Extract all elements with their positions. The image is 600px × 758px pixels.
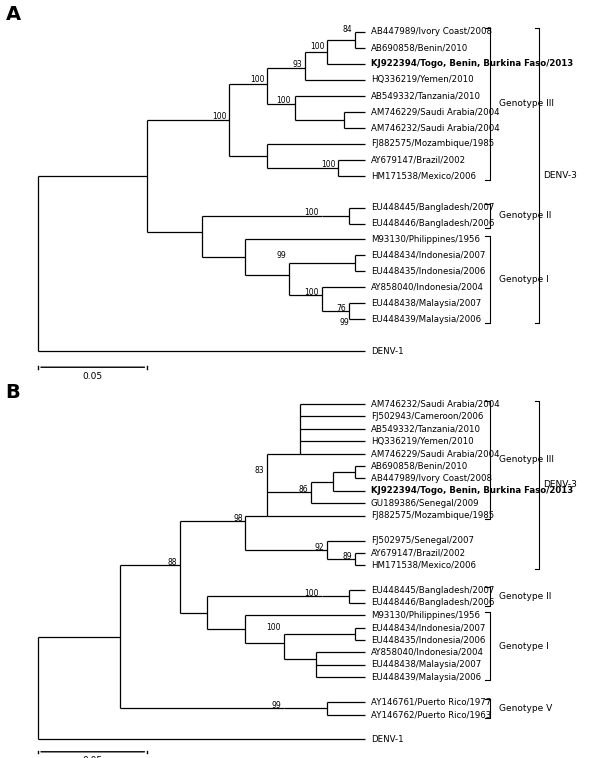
Text: GU189386/Senegal/2009: GU189386/Senegal/2009 [371,499,479,508]
Text: Genotype III: Genotype III [499,456,554,464]
Text: 100: 100 [321,160,335,169]
Text: EU448435/Indonesia/2006: EU448435/Indonesia/2006 [371,635,485,644]
Text: 100: 100 [276,96,291,105]
Text: 89: 89 [342,552,352,561]
Text: 100: 100 [250,75,265,84]
Text: DENV-3: DENV-3 [543,480,577,489]
Text: 84: 84 [342,25,352,34]
Text: AB549332/Tanzania/2010: AB549332/Tanzania/2010 [371,424,481,434]
Text: DENV-1: DENV-1 [371,735,404,744]
Text: Genotype II: Genotype II [499,211,551,220]
Text: M93130/Philippines/1956: M93130/Philippines/1956 [371,235,480,244]
Text: 99: 99 [271,701,281,710]
Text: 83: 83 [255,466,265,475]
Text: AY146762/Puerto Rico/1963: AY146762/Puerto Rico/1963 [371,710,491,719]
Text: FJ502943/Cameroon/2006: FJ502943/Cameroon/2006 [371,412,483,421]
Text: AY679147/Brazil/2002: AY679147/Brazil/2002 [371,549,466,557]
Text: 99: 99 [277,251,286,260]
Text: Genotype I: Genotype I [499,275,549,284]
Text: 0.05: 0.05 [83,756,103,758]
Text: FJ502975/Senegal/2007: FJ502975/Senegal/2007 [371,536,474,545]
Text: 100: 100 [212,112,226,121]
Text: 93: 93 [293,60,303,69]
Text: HM171538/Mexico/2006: HM171538/Mexico/2006 [371,561,476,570]
Text: Genotype I: Genotype I [499,642,549,650]
Text: FJ882575/Mozambique/1985: FJ882575/Mozambique/1985 [371,511,494,520]
Text: Genotype II: Genotype II [499,592,551,601]
Text: EU448446/Bangladesh/2006: EU448446/Bangladesh/2006 [371,219,494,228]
Text: 100: 100 [305,288,319,296]
Text: HQ336219/Yemen/2010: HQ336219/Yemen/2010 [371,75,473,84]
Text: 99: 99 [340,318,349,327]
Text: DENV-1: DENV-1 [371,346,404,356]
Text: EU448439/Malaysia/2006: EU448439/Malaysia/2006 [371,673,481,681]
Text: AB447989/Ivory Coast/2008: AB447989/Ivory Coast/2008 [371,474,492,483]
Text: 100: 100 [310,42,325,51]
Text: 0.05: 0.05 [83,372,103,381]
Text: EU448439/Malaysia/2006: EU448439/Malaysia/2006 [371,315,481,324]
Text: AY679147/Brazil/2002: AY679147/Brazil/2002 [371,155,466,164]
Text: 100: 100 [305,208,319,217]
Text: AM746229/Saudi Arabia/2004: AM746229/Saudi Arabia/2004 [371,449,500,458]
Text: AB690858/Benin/2010: AB690858/Benin/2010 [371,43,468,52]
Text: AY858040/Indonesia/2004: AY858040/Indonesia/2004 [371,648,484,657]
Text: HQ336219/Yemen/2010: HQ336219/Yemen/2010 [371,437,473,446]
Text: AB447989/Ivory Coast/2008: AB447989/Ivory Coast/2008 [371,27,492,36]
Text: EU448438/Malaysia/2007: EU448438/Malaysia/2007 [371,660,481,669]
Text: Genotype III: Genotype III [499,99,554,108]
Text: 88: 88 [168,559,177,568]
Text: KJ922394/Togo, Benin, Burkina Faso/2013: KJ922394/Togo, Benin, Burkina Faso/2013 [371,59,573,68]
Text: 100: 100 [266,623,281,632]
Text: EU448435/Indonesia/2006: EU448435/Indonesia/2006 [371,267,485,276]
Text: EU448438/Malaysia/2007: EU448438/Malaysia/2007 [371,299,481,308]
Text: Genotype V: Genotype V [499,703,553,713]
Text: EU448434/Indonesia/2007: EU448434/Indonesia/2007 [371,623,485,632]
Text: EU448434/Indonesia/2007: EU448434/Indonesia/2007 [371,251,485,260]
Text: AY146761/Puerto Rico/1977: AY146761/Puerto Rico/1977 [371,697,491,706]
Text: 98: 98 [233,514,243,523]
Text: 86: 86 [299,485,308,494]
Text: AM746229/Saudi Arabia/2004: AM746229/Saudi Arabia/2004 [371,108,500,116]
Text: 76: 76 [337,304,346,312]
Text: B: B [5,383,20,402]
Text: EU448445/Bangladesh/2007: EU448445/Bangladesh/2007 [371,586,494,595]
Text: KJ922394/Togo, Benin, Burkina Faso/2013: KJ922394/Togo, Benin, Burkina Faso/2013 [371,487,573,495]
Text: HM171538/Mexico/2006: HM171538/Mexico/2006 [371,171,476,180]
Text: AY858040/Indonesia/2004: AY858040/Indonesia/2004 [371,283,484,292]
Text: AM746232/Saudi Arabia/2004: AM746232/Saudi Arabia/2004 [371,124,500,132]
Text: FJ882575/Mozambique/1985: FJ882575/Mozambique/1985 [371,139,494,149]
Text: A: A [5,5,20,23]
Text: AB549332/Tanzania/2010: AB549332/Tanzania/2010 [371,91,481,100]
Text: EU448445/Bangladesh/2007: EU448445/Bangladesh/2007 [371,203,494,212]
Text: M93130/Philippines/1956: M93130/Philippines/1956 [371,611,480,619]
Text: 92: 92 [315,543,325,552]
Text: AM746232/Saudi Arabia/2004: AM746232/Saudi Arabia/2004 [371,399,500,409]
Text: EU448446/Bangladesh/2006: EU448446/Bangladesh/2006 [371,598,494,607]
Text: DENV-3: DENV-3 [543,171,577,180]
Text: 100: 100 [305,590,319,599]
Text: AB690858/Benin/2010: AB690858/Benin/2010 [371,462,468,471]
